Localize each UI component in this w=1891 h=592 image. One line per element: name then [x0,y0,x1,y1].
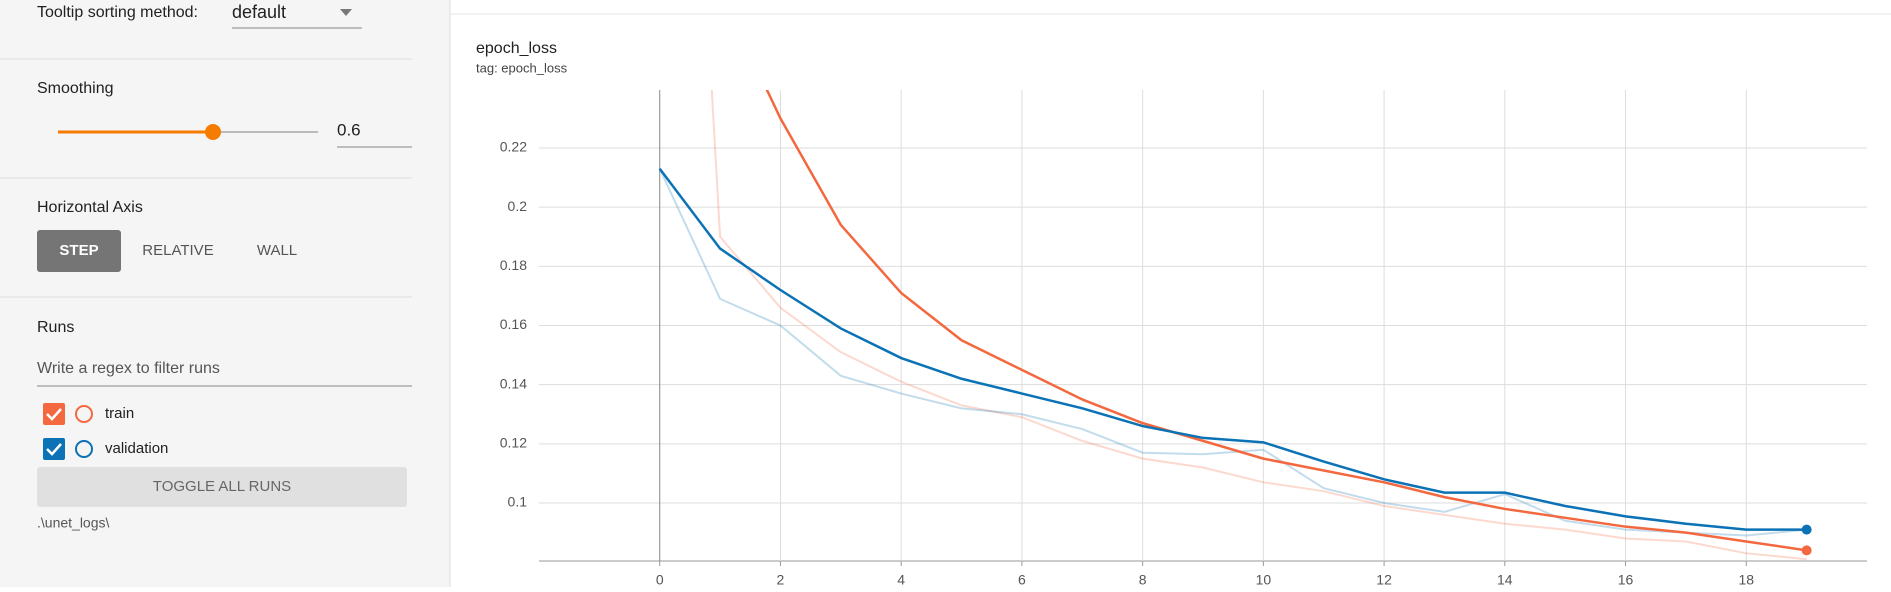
chart-subtitle: tag: epoch_loss [476,60,568,75]
end-dot [1801,524,1812,535]
y-tick-label: 0.12 [500,435,527,451]
toggle-label: TOGGLE ALL RUNS [153,478,291,495]
x-tick-label: 0 [656,572,664,587]
axis-label: Horizontal Axis [37,199,143,216]
check [46,408,62,421]
run-name: validation [105,440,168,457]
slider-thumb[interactable] [205,124,221,140]
x-tick-label: 12 [1376,572,1392,587]
x-tick-label: 4 [897,572,905,587]
y-tick-label: 0.14 [500,375,527,391]
x-tick-label: 18 [1738,572,1754,587]
raw-line [658,168,1807,537]
run-name: train [105,405,134,422]
relative-button[interactable]: RELATIVE [142,242,213,259]
x-tick-label: 16 [1618,572,1634,587]
run-color [75,405,93,423]
filter-input[interactable]: Write a regex to filter runs [37,360,220,377]
run-color [75,440,93,458]
y-tick-label: 0.22 [500,139,527,155]
y-tick-label: 0.1 [508,494,528,510]
plot-area [658,90,1812,561]
select-arrow [340,9,352,16]
tooltip-label: Tooltip sorting method: [37,4,198,21]
tooltip-select[interactable]: default [232,2,286,22]
log-dir: .\unet_logs\ [37,515,109,531]
toggle-button[interactable] [37,467,407,507]
runs-label: Runs [37,319,74,336]
y-tick-label: 0.18 [500,257,527,273]
raw-line [710,90,1807,561]
run-list: train validation [43,403,168,460]
run-checkbox[interactable] [43,403,65,425]
end-dot [1801,545,1812,556]
smoothed-line [658,167,1807,531]
x-tick-label: 2 [777,572,785,587]
check [46,443,62,456]
smoothing-input[interactable]: 0.6 [337,120,361,139]
x-tick-label: 8 [1139,572,1147,587]
step-button[interactable] [37,230,121,272]
run-checkbox[interactable] [43,438,65,460]
step-label: STEP [59,242,98,259]
y-tick-label: 0.2 [508,198,528,214]
smoothed-line [765,90,1807,552]
smoothing-label: Smoothing [37,80,114,97]
y-tick-label: 0.16 [500,316,527,332]
x-tick-label: 14 [1497,572,1513,587]
x-tick-label: 10 [1256,572,1272,587]
wall-button[interactable]: WALL [257,242,297,259]
x-tick-label: 6 [1018,572,1026,587]
chart-title: epoch_loss [476,40,557,57]
